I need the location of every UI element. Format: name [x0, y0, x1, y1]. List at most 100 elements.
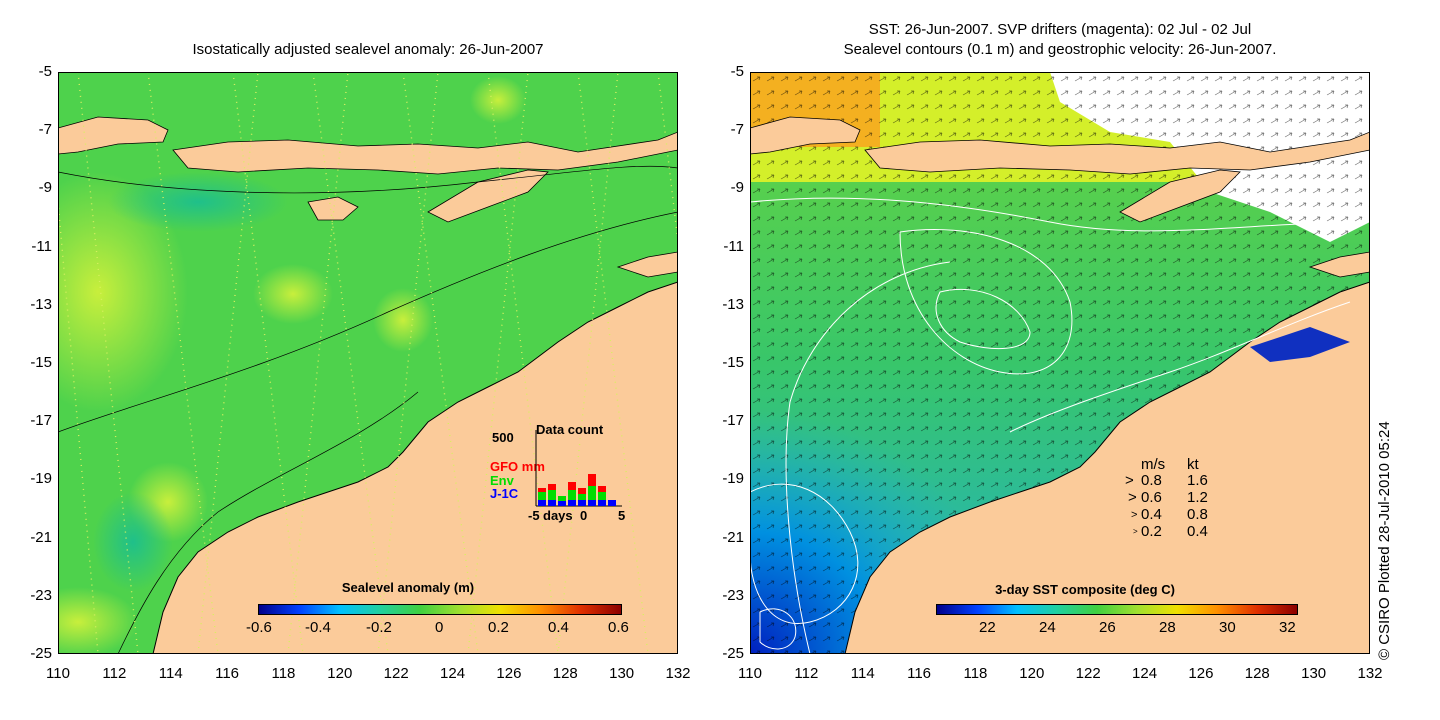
left-lon-tick: 132: [665, 665, 691, 682]
velocity-legend: m/s kt > 0.8 1.6 > 0.6 1.2 > 0.4 0.8 > 0…: [1125, 457, 1235, 547]
left-colorbar: [258, 604, 622, 615]
left-lat-tick: -5: [38, 63, 52, 80]
right-lat-tick: -5: [730, 63, 744, 80]
right-lat-tick: -19: [722, 470, 744, 488]
timor-island: [427, 169, 549, 223]
left-lat-tick: -11: [31, 237, 52, 255]
legend-j1c: J-1C: [490, 486, 519, 501]
cbar-tick: 0: [435, 619, 444, 636]
right-lon-tick: 110: [738, 665, 762, 682]
cbar-tick: -0.2: [366, 619, 392, 636]
legend-ms-value: 0.2: [1141, 523, 1162, 540]
data-count-inset: Data count 500 GFO mm Env J-1C -5 days 0…: [488, 422, 628, 532]
sumba-island: [307, 196, 359, 221]
right-lon-tick: 122: [1075, 665, 1101, 682]
left-lon-tick: 126: [496, 665, 522, 682]
right-colorbar-ticks: 22 24 26 28 30 32: [936, 620, 1296, 636]
left-lon-tick: 110: [46, 665, 70, 682]
left-map-panel: Data count 500 GFO mm Env J-1C -5 days 0…: [58, 72, 678, 654]
left-lat-tick: -25: [30, 645, 52, 662]
cold-coastal-water: [1250, 327, 1350, 362]
right-lat-tick: -21: [722, 528, 744, 546]
cbar-tick: 30: [1219, 619, 1236, 636]
legend-kt-value: 1.2: [1187, 489, 1208, 506]
inset-xlabel: days: [543, 508, 573, 523]
right-lat-tick: -9: [730, 179, 744, 197]
bathymetry-contour: [58, 165, 678, 194]
left-lon-tick: 120: [327, 665, 353, 682]
altimeter-ground-tracks: [58, 72, 678, 654]
right-lat-tick: -17: [722, 412, 744, 430]
cbar-tick: 32: [1279, 619, 1296, 636]
left-lon-tick: 114: [158, 665, 183, 682]
right-lon-tick: 128: [1244, 665, 1270, 682]
left-lat-tick: -21: [30, 528, 52, 546]
legend-header-ms: m/s: [1141, 456, 1166, 473]
tiwi-islands: [616, 251, 678, 278]
inset-xtick-5: 5: [618, 508, 626, 523]
right-lat-tick: -23: [722, 586, 744, 604]
low-anomaly-patch: [93, 492, 173, 592]
left-map-title: Isostatically adjusted sealevel anomaly:…: [192, 41, 544, 58]
right-map-frame: [750, 72, 1370, 654]
high-anomaly-patch: [58, 172, 188, 412]
left-lon-tick: 130: [609, 665, 635, 682]
inset-ymax-label: 500: [492, 430, 514, 445]
bathymetry-contour: [117, 391, 419, 654]
right-lat-tick: -25: [722, 645, 744, 662]
legend-arrow-glyph: >: [1125, 472, 1134, 489]
right-map-title-line2: Sealevel contours (0.1 m) and geostrophi…: [843, 41, 1277, 58]
right-lon-tick: 116: [907, 665, 932, 682]
cbar-tick: 0.6: [608, 619, 629, 636]
right-lat-tick: -7: [730, 121, 744, 139]
left-lon-tick: 128: [552, 665, 578, 682]
left-lat-tick: -23: [30, 586, 52, 604]
left-lat-tick: -19: [30, 470, 52, 488]
legend-arrow-glyph: >: [1128, 489, 1137, 506]
low-anomaly-patch: [108, 172, 288, 232]
right-lon-tick: 120: [1019, 665, 1045, 682]
left-lon-tick: 118: [271, 665, 296, 682]
lesser-sunda-islands: [172, 131, 678, 175]
high-anomaly-patch: [58, 587, 138, 654]
cbar-tick: 26: [1099, 619, 1116, 636]
left-lon-tick: 116: [215, 665, 240, 682]
bathymetry-contour: [58, 211, 678, 433]
java-island: [58, 116, 169, 155]
legend-arrow-glyph: >: [1133, 527, 1138, 536]
cbar-tick: -0.4: [305, 619, 331, 636]
left-lat-tick: -13: [30, 295, 52, 313]
legend-kt-value: 1.6: [1187, 472, 1208, 489]
legend-gfo: GFO mm: [490, 459, 545, 474]
right-lat-tick: -13: [722, 295, 744, 313]
cbar-tick: 0.2: [488, 619, 509, 636]
left-lat-tick: -17: [30, 412, 52, 430]
right-lat-tick: -15: [722, 354, 744, 371]
sealevel-contours: [750, 197, 1370, 654]
high-anomaly-patch: [373, 288, 433, 352]
tiwi-islands: [1308, 251, 1370, 278]
left-colorbar-title: Sealevel anomaly (m): [341, 580, 475, 595]
right-lon-tick: 126: [1188, 665, 1214, 682]
right-lon-tick: 130: [1301, 665, 1327, 682]
legend-arrow-glyph: >: [1131, 509, 1138, 521]
sealevel-anomaly-map: [58, 72, 678, 654]
right-lon-tick: 114: [850, 665, 875, 682]
left-lat-tick: -7: [38, 121, 52, 139]
cbar-tick: -0.6: [246, 619, 272, 636]
legend-kt-value: 0.8: [1187, 506, 1208, 523]
inset-xtick-neg5: -5: [528, 508, 540, 523]
australia-mainland: [844, 281, 1370, 654]
left-colorbar-ticks: -0.6 -0.4 -0.2 0 0.2 0.4 0.6: [238, 620, 638, 636]
lesser-sunda-islands: [864, 131, 1370, 175]
legend-ms-value: 0.4: [1141, 506, 1162, 523]
credit-text: © CSIRO Plotted 28-Jul-2010 05:24: [1376, 421, 1393, 660]
java-island: [750, 116, 861, 155]
cbar-tick: 22: [979, 619, 996, 636]
inset-title: Data count: [536, 422, 604, 437]
legend-kt-value: 0.4: [1187, 523, 1208, 540]
right-map-title-line1: SST: 26-Jun-2007. SVP drifters (magenta)…: [868, 21, 1252, 38]
high-anomaly-patch: [253, 264, 333, 324]
legend-header-kt: kt: [1187, 456, 1199, 473]
data-count-bars: [535, 430, 622, 507]
